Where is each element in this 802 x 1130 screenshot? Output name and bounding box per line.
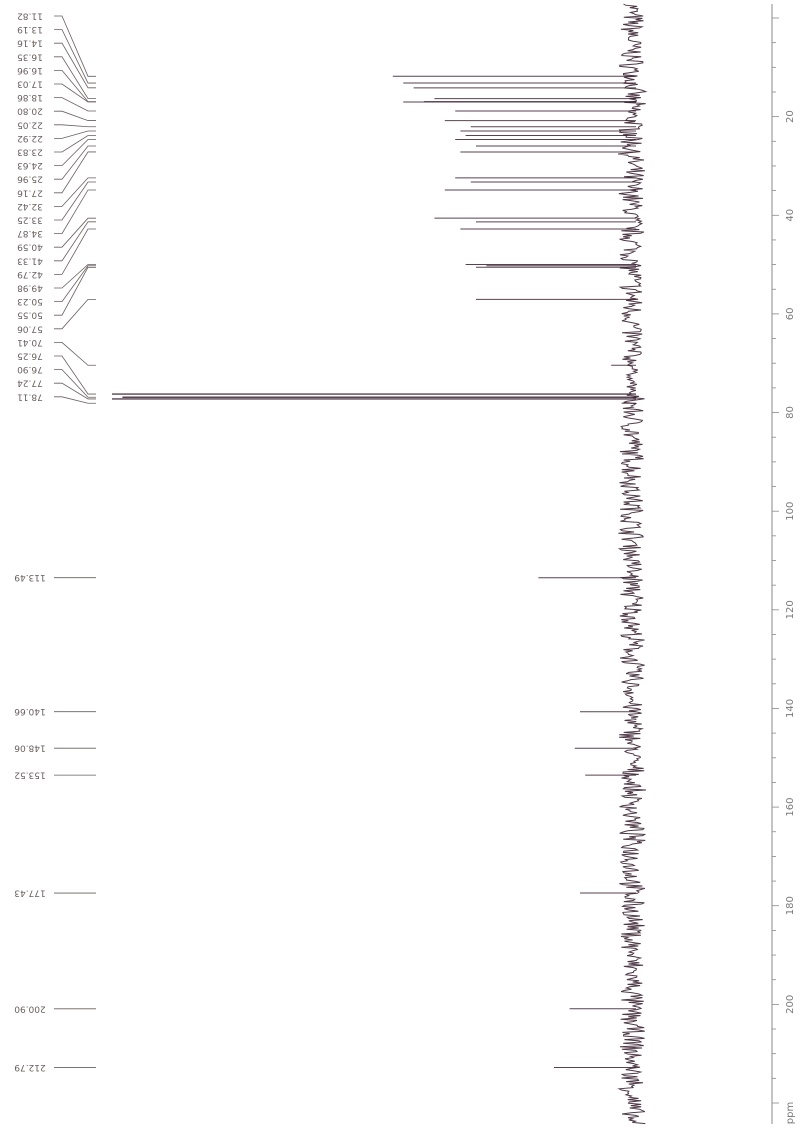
tick-label: 20: [785, 110, 796, 123]
peak-label: 148.06: [14, 743, 46, 753]
spectrum-trace: [617, 3, 648, 1125]
connector-26: [54, 369, 96, 398]
peak-labels: 11.82 13.19 14.16 16.35 16.96 17.03 18.86 20.80…: [14, 11, 46, 1072]
connector-1: [54, 29, 96, 84]
peak-label: 20.80: [17, 106, 43, 116]
connector-18: [54, 221, 96, 262]
peak-label: 49.98: [17, 283, 43, 293]
tick-label: 200: [785, 995, 796, 1014]
peak-label: 57.06: [17, 323, 43, 333]
peak-label: 42.79: [17, 269, 43, 279]
connector-27: [54, 382, 96, 400]
connector-4: [54, 70, 96, 103]
peak-label: 23.83: [17, 147, 43, 157]
connector-8: [54, 124, 96, 128]
peak-label: 200.90: [14, 1003, 46, 1013]
connector-5: [54, 83, 96, 103]
peak-label: 50.55: [17, 310, 43, 320]
peak-label: 24.63: [17, 160, 43, 170]
peak-label: 177.43: [14, 888, 46, 898]
connector-10: [54, 135, 96, 153]
peak-label: 13.19: [17, 24, 43, 34]
tick-label: 80: [785, 406, 796, 419]
peak-label: 27.16: [17, 187, 43, 197]
tick-label: 40: [785, 209, 796, 222]
peak-label: 78.11: [17, 391, 43, 401]
connector-9: [54, 130, 96, 139]
connector-15: [54, 181, 96, 221]
peak-label: 22.05: [17, 119, 43, 129]
connector-23: [54, 299, 96, 330]
peak-label: 17.03: [17, 79, 43, 89]
connector-25: [54, 355, 96, 395]
peak-label: 140.66: [14, 706, 46, 716]
ppm-axis: 20 40 60 80 100 120 140 160 180 200 ppm: [771, 4, 796, 1124]
tick-label: ppm: [785, 1102, 796, 1124]
connector-2: [54, 42, 96, 89]
peak-label: 22.92: [17, 133, 43, 143]
connector-0: [54, 15, 96, 77]
peak-label: 76.25: [17, 351, 43, 361]
connector-20: [54, 264, 96, 289]
connector-22: [54, 266, 96, 316]
connector-12: [54, 145, 96, 180]
peak-label: 34.87: [17, 228, 43, 238]
peak-label: 50.23: [17, 296, 43, 306]
peak-label: 16.35: [17, 51, 43, 61]
peak-label: 33.25: [17, 215, 43, 225]
peak-label: 11.82: [17, 11, 43, 21]
connector-3: [54, 56, 96, 100]
connector-24: [54, 342, 96, 366]
peak-label: 14.16: [17, 38, 43, 48]
tick-label: 140: [785, 699, 796, 718]
peak-label: 70.41: [17, 337, 43, 347]
peak-label: 41.33: [17, 255, 43, 265]
connector-28: [54, 396, 96, 404]
peak-label: 113.49: [14, 572, 46, 582]
peak-label: 40.59: [17, 242, 43, 252]
tick-label: 100: [785, 502, 796, 521]
connector-6: [54, 97, 96, 112]
tick-label: 120: [785, 600, 796, 619]
peak-label: 25.96: [17, 174, 43, 184]
connector-7: [54, 110, 96, 121]
connector-11: [54, 139, 96, 166]
peak-label: 18.86: [17, 92, 43, 102]
peak-label: 76.90: [17, 364, 43, 374]
connector-17: [54, 217, 96, 248]
peak-label: 153.52: [14, 770, 46, 780]
peak-label-connectors: [54, 15, 96, 1068]
connector-21: [54, 265, 96, 302]
connector-14: [54, 177, 96, 207]
connector-16: [54, 189, 96, 234]
peak-lines: [112, 75, 636, 1068]
peak-label: 32.42: [17, 201, 43, 211]
tick-label: 60: [785, 308, 796, 321]
connector-13: [54, 151, 96, 194]
peak-label: 212.79: [14, 1062, 46, 1072]
tick-label: 160: [785, 798, 796, 817]
peak-label: 16.96: [17, 65, 43, 75]
peak-label: 77.24: [17, 378, 43, 388]
noise-trace: [617, 3, 648, 1125]
connector-19: [54, 228, 96, 275]
tick-label: 180: [785, 896, 796, 915]
